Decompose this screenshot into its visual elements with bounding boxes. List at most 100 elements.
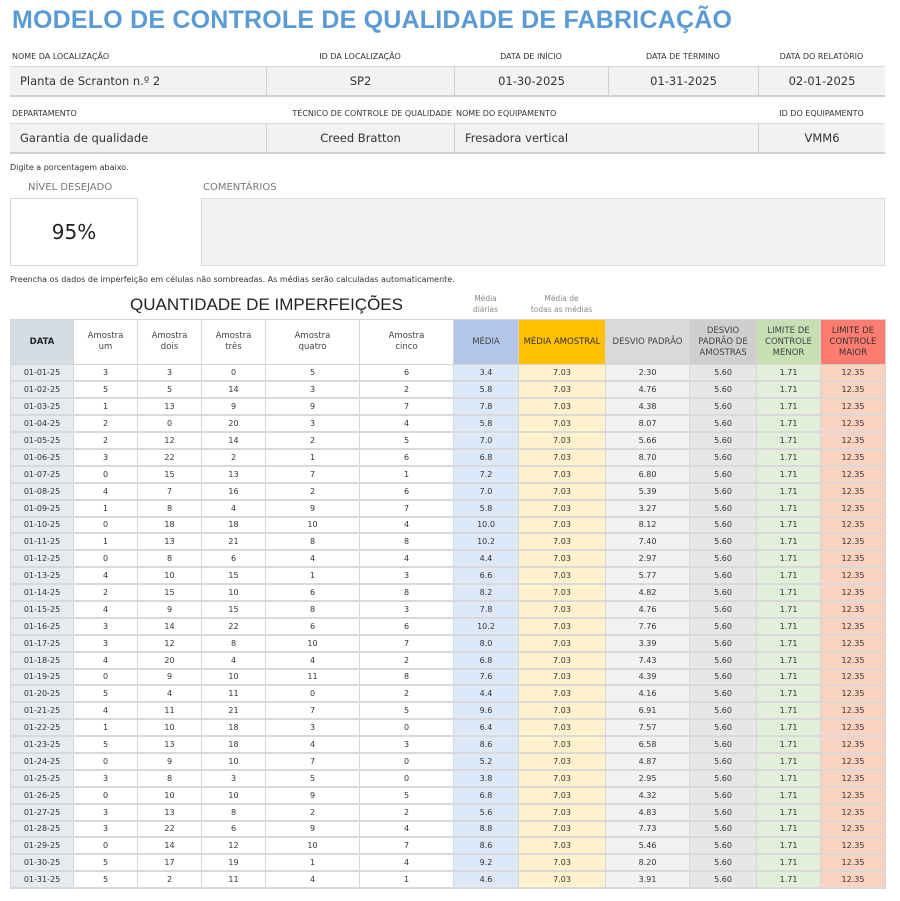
sample-3-cell[interactable]: 20 — [201, 414, 266, 434]
sample-3-cell[interactable]: 12 — [201, 836, 266, 856]
sample-3-cell[interactable]: 14 — [201, 431, 266, 450]
sample-4-cell[interactable]: 9 — [265, 499, 360, 518]
sample-1-cell[interactable]: 1 — [73, 532, 138, 552]
sample-2-cell[interactable]: 20 — [137, 651, 202, 670]
sample-4-cell[interactable]: 4 — [265, 549, 360, 569]
sample-1-cell[interactable]: 1 — [73, 397, 138, 417]
sample-2-cell[interactable]: 3 — [137, 364, 202, 383]
sample-3-cell[interactable]: 3 — [201, 769, 266, 788]
sample-3-cell[interactable]: 18 — [201, 735, 266, 754]
sample-3-cell[interactable]: 18 — [201, 718, 266, 738]
sample-4-cell[interactable]: 7 — [265, 701, 360, 721]
sample-4-cell[interactable]: 2 — [265, 482, 360, 501]
sample-5-cell[interactable]: 6 — [359, 617, 454, 636]
sample-1-cell[interactable]: 5 — [73, 853, 138, 873]
sample-4-cell[interactable]: 1 — [265, 853, 360, 873]
sample-3-cell[interactable]: 18 — [201, 516, 266, 535]
equipment-id-field[interactable]: VMM6 — [758, 123, 885, 154]
sample-2-cell[interactable]: 8 — [137, 769, 202, 788]
sample-5-cell[interactable]: 7 — [359, 499, 454, 518]
sample-1-cell[interactable]: 3 — [73, 448, 138, 467]
sample-5-cell[interactable]: 3 — [359, 566, 454, 586]
sample-1-cell[interactable]: 3 — [73, 769, 138, 788]
sample-2-cell[interactable]: 9 — [137, 600, 202, 619]
sample-5-cell[interactable]: 0 — [359, 752, 454, 771]
sample-2-cell[interactable]: 13 — [137, 803, 202, 822]
sample-5-cell[interactable]: 6 — [359, 482, 454, 501]
sample-1-cell[interactable]: 3 — [73, 617, 138, 636]
sample-1-cell[interactable]: 4 — [73, 566, 138, 586]
sample-3-cell[interactable]: 16 — [201, 482, 266, 501]
sample-5-cell[interactable]: 5 — [359, 431, 454, 450]
sample-2-cell[interactable]: 2 — [137, 870, 202, 890]
sample-4-cell[interactable]: 10 — [265, 836, 360, 856]
sample-3-cell[interactable]: 19 — [201, 853, 266, 873]
sample-3-cell[interactable]: 22 — [201, 617, 266, 636]
sample-5-cell[interactable]: 7 — [359, 397, 454, 417]
sample-5-cell[interactable]: 0 — [359, 718, 454, 738]
sample-1-cell[interactable]: 0 — [73, 836, 138, 856]
sample-2-cell[interactable]: 10 — [137, 786, 202, 805]
sample-3-cell[interactable]: 15 — [201, 566, 266, 586]
sample-5-cell[interactable]: 1 — [359, 465, 454, 484]
sample-2-cell[interactable]: 14 — [137, 836, 202, 856]
sample-3-cell[interactable]: 13 — [201, 465, 266, 484]
sample-5-cell[interactable]: 3 — [359, 735, 454, 754]
sample-4-cell[interactable]: 7 — [265, 752, 360, 771]
department-field[interactable]: Garantia de qualidade — [10, 123, 266, 154]
sample-5-cell[interactable]: 7 — [359, 836, 454, 856]
sample-2-cell[interactable]: 9 — [137, 752, 202, 771]
sample-4-cell[interactable]: 10 — [265, 516, 360, 535]
sample-1-cell[interactable]: 0 — [73, 549, 138, 569]
sample-3-cell[interactable]: 4 — [201, 499, 266, 518]
location-name-field[interactable]: Planta de Scranton n.º 2 — [10, 66, 266, 97]
sample-5-cell[interactable]: 2 — [359, 651, 454, 670]
sample-5-cell[interactable]: 3 — [359, 600, 454, 619]
sample-4-cell[interactable]: 4 — [265, 735, 360, 754]
sample-3-cell[interactable]: 0 — [201, 364, 266, 383]
sample-5-cell[interactable]: 4 — [359, 414, 454, 434]
start-date-field[interactable]: 01-30-2025 — [454, 66, 608, 97]
report-date-field[interactable]: 02-01-2025 — [758, 66, 885, 97]
sample-3-cell[interactable]: 6 — [201, 820, 266, 839]
sample-5-cell[interactable]: 8 — [359, 532, 454, 552]
sample-5-cell[interactable]: 5 — [359, 786, 454, 805]
sample-4-cell[interactable]: 2 — [265, 803, 360, 822]
sample-4-cell[interactable]: 1 — [265, 448, 360, 467]
sample-4-cell[interactable]: 0 — [265, 684, 360, 704]
sample-5-cell[interactable]: 2 — [359, 380, 454, 400]
sample-1-cell[interactable]: 4 — [73, 482, 138, 501]
sample-2-cell[interactable]: 15 — [137, 465, 202, 484]
sample-4-cell[interactable]: 3 — [265, 718, 360, 738]
sample-4-cell[interactable]: 10 — [265, 634, 360, 653]
sample-3-cell[interactable]: 10 — [201, 583, 266, 602]
sample-3-cell[interactable]: 10 — [201, 752, 266, 771]
sample-3-cell[interactable]: 14 — [201, 380, 266, 400]
sample-4-cell[interactable]: 9 — [265, 397, 360, 417]
sample-1-cell[interactable]: 4 — [73, 701, 138, 721]
sample-5-cell[interactable]: 6 — [359, 448, 454, 467]
sample-4-cell[interactable]: 4 — [265, 651, 360, 670]
sample-5-cell[interactable]: 8 — [359, 583, 454, 602]
sample-1-cell[interactable]: 3 — [73, 634, 138, 653]
sample-4-cell[interactable]: 4 — [265, 870, 360, 890]
sample-3-cell[interactable]: 6 — [201, 549, 266, 569]
sample-2-cell[interactable]: 4 — [137, 684, 202, 704]
sample-4-cell[interactable]: 8 — [265, 532, 360, 552]
sample-5-cell[interactable]: 1 — [359, 870, 454, 890]
sample-1-cell[interactable]: 0 — [73, 516, 138, 535]
sample-1-cell[interactable]: 3 — [73, 364, 138, 383]
sample-2-cell[interactable]: 18 — [137, 516, 202, 535]
sample-1-cell[interactable]: 2 — [73, 583, 138, 602]
sample-3-cell[interactable]: 10 — [201, 668, 266, 687]
sample-1-cell[interactable]: 5 — [73, 380, 138, 400]
sample-4-cell[interactable]: 9 — [265, 786, 360, 805]
sample-4-cell[interactable]: 9 — [265, 820, 360, 839]
sample-2-cell[interactable]: 8 — [137, 499, 202, 518]
sample-5-cell[interactable]: 7 — [359, 634, 454, 653]
sample-2-cell[interactable]: 12 — [137, 431, 202, 450]
sample-1-cell[interactable]: 2 — [73, 431, 138, 450]
sample-4-cell[interactable]: 1 — [265, 566, 360, 586]
target-level-input[interactable]: 95% — [10, 198, 138, 266]
sample-2-cell[interactable]: 14 — [137, 617, 202, 636]
